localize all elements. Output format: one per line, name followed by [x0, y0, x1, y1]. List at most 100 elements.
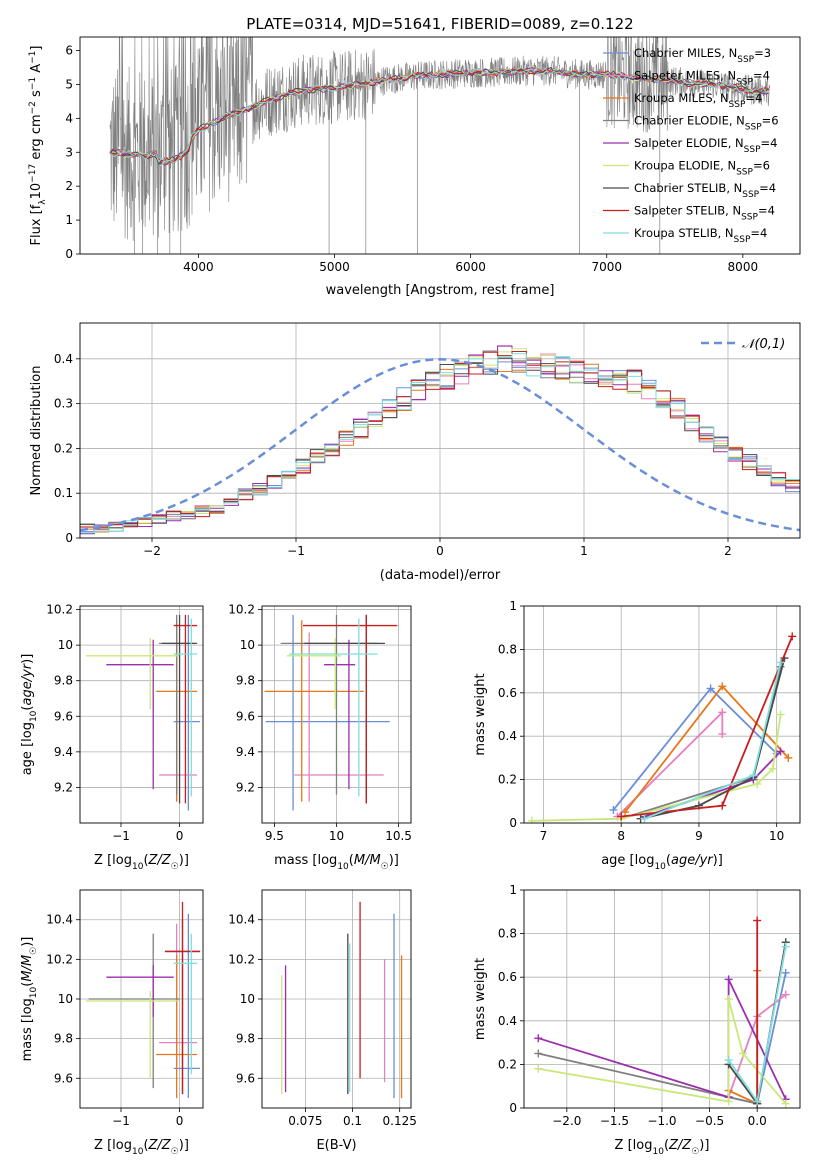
y-tick-label: 0.2 [498, 1057, 517, 1071]
label-part: )] [20, 937, 35, 947]
y-tick-label: 3 [65, 145, 73, 159]
label-part: 10 [29, 986, 39, 998]
y-tick-label: 9.6 [54, 709, 73, 723]
legend-label: Salpeter ELODIE, NSSP=4 [634, 136, 777, 155]
label-part: mass [log [274, 853, 337, 868]
x-tick-label: −1 [112, 1114, 130, 1128]
y-tick-label: 4 [65, 111, 73, 125]
y-tick-label: 10.2 [46, 603, 73, 617]
label-part: −17 [28, 164, 38, 183]
label-part: ( [349, 853, 354, 868]
y-tick-label: 0.3 [54, 397, 73, 411]
y-tick-label: 9.2 [236, 780, 255, 794]
label-part: SSP [741, 213, 758, 223]
x-tick-label: 0 [176, 829, 184, 843]
age_vs_mass-frame [261, 605, 412, 824]
label-part: ☉ [381, 862, 389, 872]
label-part: 10 [652, 1147, 664, 1157]
label-part: 10 [29, 183, 44, 200]
x-tick-label: 8000 [728, 260, 759, 274]
label-part: 10 [132, 1147, 144, 1157]
weight-series-line [531, 714, 782, 822]
x-tick-label: −1.5 [600, 1114, 629, 1128]
label-part: )] [179, 853, 189, 868]
x-tick-label: 0.0 [748, 1114, 767, 1128]
label-part: =4 [753, 69, 770, 83]
label-part: ] [29, 46, 44, 51]
age_vs_Z-plot [85, 614, 201, 811]
x-tick-label: −0.5 [695, 1114, 724, 1128]
x-tick-label: 2 [724, 544, 732, 558]
y-tick-label: 0.6 [498, 970, 517, 984]
weight_vs_Z-frame [523, 889, 801, 1109]
x-axis-label: (data-model)/error [380, 568, 501, 583]
axes-age_vs_mass: 9.5 10 10.5 9.2 9.4 9.6 9.8 10 10.2 [228, 603, 412, 843]
x-tick-label: 0.075 [288, 1114, 322, 1128]
y-axis-label: Flux [fλ10−17 erg cm−2 s−1 A−1] [28, 46, 48, 246]
x-tick-label: 7000 [591, 260, 622, 274]
label-part: SSP [745, 123, 762, 133]
y-tick-label: 9.8 [54, 674, 73, 688]
label-part: ( [143, 853, 148, 868]
mass_vs_Z-plot [85, 901, 201, 1099]
y-tick-label: 0.8 [498, 927, 517, 941]
legend-label: 𝒩(0,1) [742, 337, 785, 352]
label-part: age [log [20, 722, 35, 775]
histogram-series [80, 357, 800, 530]
label-part: Z [log [94, 1138, 132, 1153]
label-part: ( [20, 706, 35, 711]
x-tick-label: 5000 [319, 260, 350, 274]
label-part: Flux [f [29, 204, 44, 245]
y-tick-label: 9.2 [54, 780, 73, 794]
y-tick-label: 0.4 [54, 352, 73, 366]
y-tick-label: 5 [65, 77, 73, 91]
weight_vs_Z-plot [534, 916, 790, 1108]
spectrum-frame [79, 36, 801, 255]
label-part: Chabrier MILES, N [634, 46, 737, 60]
label-part: =4 [758, 204, 775, 218]
y-tick-label: 2 [65, 179, 73, 193]
label-part: =6 [753, 159, 770, 173]
label-part: =6 [762, 114, 779, 128]
x-tick-label: 0 [176, 1114, 184, 1128]
legend-label: Salpeter STELIB, NSSP=4 [634, 204, 775, 223]
label-part: ☉ [171, 1147, 179, 1157]
legend-label: Kroupa STELIB, NSSP=4 [634, 226, 767, 245]
label-part: =4 [759, 181, 776, 195]
mass_vs_EBV-frame [261, 889, 412, 1109]
label-part: M/M [354, 853, 381, 868]
axes-age_vs_Z: −1 0 9.2 9.4 9.6 9.8 10 10.2 [46, 603, 203, 843]
histogram-series [80, 357, 800, 533]
legend-label: Kroupa ELODIE, NSSP=6 [634, 159, 770, 178]
x-tick-label: −1.0 [647, 1114, 676, 1128]
x-tick-label: 7 [540, 829, 548, 843]
label-part: =3 [754, 46, 771, 60]
label-part: Salpeter STELIB, N [634, 204, 741, 218]
weight_vs_age-frame [523, 605, 801, 824]
label-part: ☉ [171, 862, 179, 872]
label-part: SSP [729, 100, 746, 110]
y-tick-label: 9.8 [54, 1032, 73, 1046]
label-part: ☉ [29, 947, 39, 955]
x-tick-label: 10.5 [385, 829, 412, 843]
x-tick-label: 4000 [183, 260, 214, 274]
label-part: ( [143, 1138, 148, 1153]
y-tick-label: 10.4 [228, 913, 255, 927]
x-tick-label: −2.0 [552, 1114, 581, 1128]
histogram-frame [79, 322, 801, 539]
histogram-series [80, 357, 800, 530]
axes-spectrum: 4000 5000 6000 7000 8000 0 1 2 3 4 5 6 [65, 44, 758, 274]
x-tick-label: 0 [436, 544, 444, 558]
label-part: Kroupa ELODIE, N [634, 159, 736, 173]
x-tick-label: 0.1 [343, 1114, 362, 1128]
x-tick-label: 0.125 [383, 1114, 417, 1128]
x-tick-label: 10 [769, 829, 784, 843]
label-part: Z/Z [148, 853, 172, 868]
label-part: 10 [654, 862, 666, 872]
label-part: =4 [750, 226, 767, 240]
y-tick-label: 10 [240, 992, 255, 1006]
label-part: λ [38, 199, 48, 205]
label-part: )] [713, 853, 723, 868]
y-tick-label: 0 [65, 531, 73, 545]
y-tick-label: 10.2 [228, 952, 255, 966]
